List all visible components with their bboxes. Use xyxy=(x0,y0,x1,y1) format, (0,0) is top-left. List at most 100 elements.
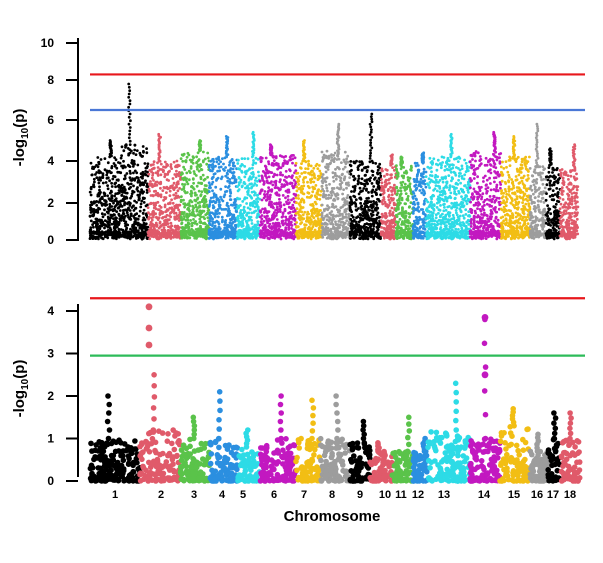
data-point xyxy=(291,174,294,178)
data-point xyxy=(388,201,392,204)
peak-point xyxy=(128,89,132,93)
data-point xyxy=(143,162,147,165)
data-point xyxy=(360,204,364,208)
data-point xyxy=(256,205,260,209)
data-point xyxy=(227,207,231,211)
data-point xyxy=(333,233,337,237)
data-point xyxy=(136,234,139,238)
data-point xyxy=(409,168,412,172)
data-point xyxy=(228,188,232,192)
data-point xyxy=(189,165,193,168)
data-point xyxy=(91,237,95,241)
data-point xyxy=(273,232,276,236)
data-point xyxy=(202,205,206,209)
data-point xyxy=(256,193,260,197)
data-point xyxy=(245,186,249,190)
data-point xyxy=(212,160,216,164)
data-point xyxy=(117,189,121,192)
data-point xyxy=(138,193,142,197)
data-point xyxy=(131,225,134,229)
data-point xyxy=(162,169,166,172)
data-point xyxy=(134,237,138,240)
data-point xyxy=(353,188,357,192)
data-point xyxy=(328,212,332,215)
data-point xyxy=(306,236,310,240)
data-point xyxy=(132,171,135,175)
data-point xyxy=(280,232,284,236)
data-point xyxy=(415,187,418,191)
data-point xyxy=(202,159,205,163)
data-point xyxy=(272,211,276,214)
data-point xyxy=(314,234,318,238)
data-point xyxy=(310,169,314,173)
data-point xyxy=(97,181,101,185)
data-point xyxy=(208,184,212,187)
data-point xyxy=(273,230,276,234)
data-point xyxy=(209,219,212,223)
data-point xyxy=(316,217,320,221)
data-point xyxy=(206,151,210,155)
data-point xyxy=(214,185,218,189)
data-point xyxy=(127,182,131,186)
data-point xyxy=(402,186,405,189)
data-point xyxy=(326,215,329,218)
data-point xyxy=(357,192,361,196)
data-point xyxy=(398,217,402,221)
data-point xyxy=(196,159,200,163)
data-point xyxy=(193,191,197,195)
data-point xyxy=(362,187,366,190)
peak-point xyxy=(128,143,132,147)
data-point xyxy=(363,227,366,231)
data-point xyxy=(174,191,178,195)
data-point xyxy=(120,154,123,158)
data-point xyxy=(237,176,241,179)
data-point xyxy=(317,174,320,178)
data-point xyxy=(105,203,109,207)
data-point xyxy=(103,213,107,216)
data-point xyxy=(145,191,149,194)
data-point xyxy=(118,209,122,212)
data-point xyxy=(99,178,102,182)
peak-point xyxy=(128,126,132,129)
data-point xyxy=(126,147,130,150)
data-point xyxy=(92,208,96,211)
data-point xyxy=(183,168,187,171)
data-point xyxy=(390,234,394,238)
data-point xyxy=(291,157,295,161)
data-point xyxy=(240,185,244,189)
data-point xyxy=(100,236,103,240)
data-point xyxy=(404,192,408,196)
data-point xyxy=(168,229,172,233)
data-point xyxy=(257,213,260,217)
data-point xyxy=(169,211,173,215)
data-point xyxy=(288,169,292,173)
data-point xyxy=(290,236,294,240)
data-point xyxy=(198,204,202,208)
data-point xyxy=(418,183,422,186)
data-point xyxy=(341,198,344,201)
data-point xyxy=(137,179,141,182)
data-point xyxy=(199,220,203,224)
data-point xyxy=(395,164,398,168)
data-point xyxy=(333,171,337,175)
data-point xyxy=(183,215,186,219)
data-point xyxy=(310,220,314,224)
data-point xyxy=(241,200,245,203)
data-point xyxy=(291,210,295,214)
data-point xyxy=(267,217,271,221)
data-point xyxy=(345,219,349,223)
data-point xyxy=(138,209,142,213)
data-point xyxy=(349,237,352,240)
data-point xyxy=(224,166,228,169)
data-point xyxy=(231,161,235,165)
data-point xyxy=(329,196,333,200)
data-point xyxy=(324,165,327,169)
data-point xyxy=(149,180,152,183)
data-point xyxy=(326,208,330,212)
data-point xyxy=(382,226,386,230)
data-point xyxy=(148,223,152,227)
data-point xyxy=(331,158,334,162)
data-point xyxy=(203,187,207,191)
data-point xyxy=(265,179,269,183)
data-point xyxy=(219,195,223,199)
